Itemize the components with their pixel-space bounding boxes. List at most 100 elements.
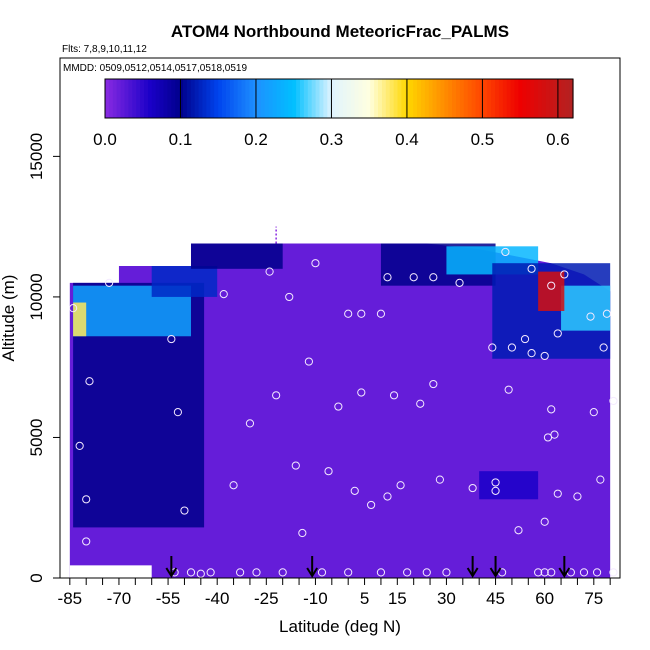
colorbar-swatch bbox=[175, 79, 180, 118]
colorbar-swatch bbox=[362, 79, 367, 118]
colorbar-swatch bbox=[541, 79, 547, 118]
colorbar-tick-label: 0.2 bbox=[244, 130, 268, 149]
observation-point bbox=[609, 568, 618, 577]
x-tick-label: -70 bbox=[107, 589, 132, 608]
colorbar-swatch bbox=[292, 79, 297, 118]
colorbar-swatch bbox=[249, 79, 254, 118]
colorbar-swatch bbox=[183, 79, 188, 118]
colorbar-swatch bbox=[370, 79, 375, 118]
x-tick-label: 75 bbox=[584, 589, 603, 608]
colorbar-swatch bbox=[374, 79, 379, 118]
colorbar-swatch bbox=[124, 79, 129, 118]
heatmap-upper-mid-blue-band bbox=[190, 243, 283, 269]
colorbar-swatch bbox=[545, 79, 551, 118]
colorbar-swatch bbox=[342, 79, 348, 118]
heatmap-southern-peak bbox=[73, 302, 87, 337]
colorbar-swatch bbox=[159, 79, 165, 118]
colorbar-swatch bbox=[194, 79, 200, 118]
colorbar-swatch bbox=[393, 79, 399, 118]
colorbar-swatch bbox=[534, 79, 539, 118]
colorbar-swatch bbox=[397, 79, 402, 118]
x-tick-label: -10 bbox=[303, 589, 328, 608]
observation-point bbox=[180, 506, 189, 515]
colorbar-swatch bbox=[222, 79, 227, 118]
observation-point bbox=[491, 478, 500, 487]
x-tick-label: -40 bbox=[205, 589, 230, 608]
colorbar-swatch bbox=[522, 79, 527, 118]
observation-point bbox=[504, 385, 513, 394]
colorbar-swatch bbox=[432, 79, 438, 118]
colorbar-swatch bbox=[116, 79, 122, 118]
observation-point bbox=[344, 568, 353, 577]
colorbar-swatch bbox=[467, 79, 473, 118]
observation-point bbox=[272, 391, 281, 400]
colorbar-swatch bbox=[190, 79, 196, 118]
colorbar: 0.0 0.1 0.2 0.3 0.4 0.5 0.6 bbox=[93, 78, 574, 149]
colorbar-swatch bbox=[459, 79, 465, 118]
colorbar-swatch bbox=[241, 79, 246, 118]
colorbar-tick-label: 0.1 bbox=[169, 130, 193, 149]
x-tick-label: 15 bbox=[388, 589, 407, 608]
observation-point bbox=[491, 486, 500, 495]
colorbar-swatch bbox=[206, 79, 211, 118]
colorbar-swatch bbox=[350, 79, 356, 118]
colorbar-swatch bbox=[112, 79, 118, 118]
observation-point bbox=[383, 492, 392, 501]
observation-point bbox=[75, 441, 84, 450]
x-tick-label: 30 bbox=[437, 589, 456, 608]
colorbar-swatch bbox=[561, 79, 566, 118]
observation-point bbox=[429, 273, 438, 282]
observation-point bbox=[540, 351, 549, 361]
heatmap-mid-lower-dark-patch bbox=[479, 471, 539, 500]
colorbar-swatch bbox=[565, 79, 570, 118]
colorbar-swatch bbox=[440, 79, 445, 118]
colorbar-swatch bbox=[483, 79, 488, 118]
observation-point bbox=[596, 475, 605, 484]
heatmap-northern-peak bbox=[538, 271, 565, 311]
observation-point bbox=[609, 396, 618, 406]
colorbar-swatch bbox=[335, 79, 340, 118]
observation-point bbox=[586, 312, 595, 321]
colorbar-swatch bbox=[186, 79, 192, 118]
observation-point bbox=[383, 273, 392, 282]
colorbar-tick-label: 0.0 bbox=[93, 130, 117, 149]
observation-point bbox=[589, 408, 598, 417]
colorbar-swatch bbox=[323, 79, 328, 118]
observation-point bbox=[229, 481, 238, 490]
colorbar-swatch bbox=[510, 79, 516, 118]
observation-point bbox=[488, 343, 497, 352]
colorbar-swatch bbox=[331, 79, 336, 118]
colorbar-swatch bbox=[171, 79, 176, 118]
observation-point bbox=[553, 329, 562, 338]
colorbar-swatch bbox=[140, 79, 145, 118]
colorbar-swatch bbox=[261, 79, 266, 118]
observation-point bbox=[602, 309, 612, 318]
colorbar-swatch bbox=[151, 79, 157, 118]
observation-point bbox=[389, 391, 399, 400]
colorbar-swatch bbox=[245, 79, 250, 118]
colorbar-swatch bbox=[502, 79, 508, 118]
observation-point bbox=[547, 568, 556, 577]
colorbar-swatch bbox=[495, 79, 500, 118]
colorbar-swatch bbox=[366, 79, 371, 118]
y-tick-label: 10000 bbox=[27, 273, 46, 320]
colorbar-swatch bbox=[358, 79, 363, 118]
observation-point bbox=[560, 270, 569, 279]
colorbar-swatch bbox=[444, 79, 449, 118]
colorbar-swatch bbox=[179, 79, 184, 118]
observation-point bbox=[82, 495, 91, 504]
colorbar-swatch bbox=[506, 79, 512, 118]
colorbar-swatch bbox=[120, 79, 126, 118]
flight-arrows bbox=[165, 556, 571, 578]
colorbar-swatch bbox=[108, 79, 114, 118]
x-tick-label: -25 bbox=[254, 589, 279, 608]
colorbar-swatch bbox=[225, 79, 231, 118]
observation-point bbox=[357, 388, 366, 397]
observation-point bbox=[527, 264, 536, 273]
observation-point bbox=[298, 528, 307, 538]
observation-point bbox=[547, 281, 556, 290]
x-tick-label: -55 bbox=[156, 589, 181, 608]
observation-point bbox=[579, 568, 589, 577]
x-tick-label: -85 bbox=[58, 589, 83, 608]
observation-point bbox=[173, 408, 182, 417]
